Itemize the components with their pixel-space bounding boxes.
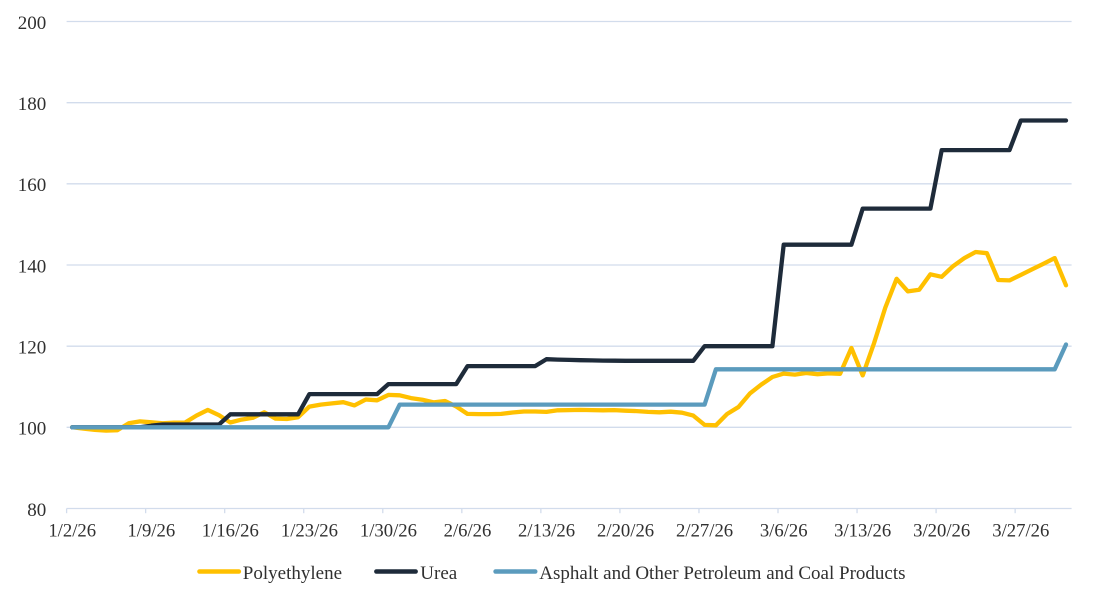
- svg-text:3/13/26: 3/13/26: [834, 521, 891, 542]
- svg-text:3/20/26: 3/20/26: [913, 521, 970, 542]
- svg-text:200: 200: [18, 13, 47, 34]
- svg-text:2/27/26: 2/27/26: [676, 521, 733, 542]
- svg-text:1/2/26: 1/2/26: [48, 521, 96, 542]
- svg-text:180: 180: [18, 94, 47, 115]
- svg-text:2/20/26: 2/20/26: [597, 521, 654, 542]
- svg-text:1/16/26: 1/16/26: [202, 521, 259, 542]
- svg-text:140: 140: [18, 256, 47, 277]
- svg-text:2/6/26: 2/6/26: [444, 521, 492, 542]
- svg-text:1/9/26: 1/9/26: [127, 521, 175, 542]
- svg-text:Asphalt and Other Petroleum an: Asphalt and Other Petroleum and Coal Pro…: [539, 563, 905, 584]
- svg-text:1/23/26: 1/23/26: [281, 521, 338, 542]
- svg-text:Polyethylene: Polyethylene: [243, 563, 342, 584]
- svg-text:3/27/26: 3/27/26: [992, 521, 1049, 542]
- svg-text:120: 120: [18, 338, 47, 359]
- svg-text:1/30/26: 1/30/26: [360, 521, 417, 542]
- svg-text:80: 80: [27, 500, 46, 521]
- svg-text:160: 160: [18, 175, 47, 196]
- svg-text:100: 100: [18, 419, 47, 440]
- svg-text:2/13/26: 2/13/26: [518, 521, 575, 542]
- svg-text:Urea: Urea: [420, 563, 457, 584]
- svg-text:3/6/26: 3/6/26: [760, 521, 808, 542]
